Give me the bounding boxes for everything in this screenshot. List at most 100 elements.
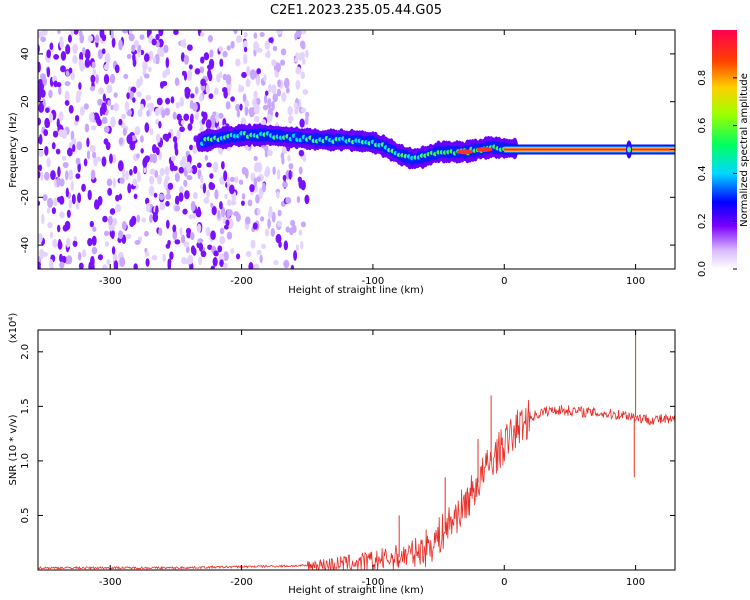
noise-blob: [267, 149, 273, 157]
noise-blob: [230, 199, 237, 206]
noise-blob: [200, 78, 206, 87]
noise-blob: [175, 101, 180, 109]
noise-blob: [197, 206, 201, 215]
noise-blob: [155, 133, 161, 143]
noise-blob: [263, 94, 268, 105]
noise-blob: [84, 123, 90, 133]
noise-blob: [110, 224, 115, 233]
noise-blob: [243, 46, 248, 53]
noise-blob: [165, 200, 170, 207]
colorbar-tick-label: 0.6: [697, 118, 708, 134]
noise-blob: [199, 66, 205, 74]
noise-blob: [297, 176, 302, 183]
noise-blob: [152, 56, 157, 64]
noise-blob: [240, 200, 245, 206]
noise-blob: [190, 93, 195, 99]
noise-blob: [60, 65, 66, 73]
noise-blob: [215, 112, 219, 124]
noise-blob: [208, 93, 214, 100]
noise-blob: [145, 258, 150, 267]
noise-blob: [219, 58, 224, 67]
noise-blob: [208, 58, 215, 70]
chart-title: C2E1.2023.235.05.44.G05: [270, 3, 442, 18]
noise-blob: [51, 207, 57, 215]
noise-blob: [167, 132, 172, 139]
noise-blob: [271, 211, 276, 223]
noise-blob: [202, 183, 207, 194]
noise-blob: [200, 31, 205, 37]
noise-blob: [73, 235, 77, 242]
noise-blob: [103, 230, 110, 237]
noise-blob: [44, 117, 50, 129]
noise-blob: [217, 209, 221, 220]
noise-blob: [285, 226, 290, 233]
noise-blob: [192, 191, 198, 200]
noise-blob: [165, 243, 171, 249]
snr-xtick-label: 0: [501, 577, 507, 588]
noise-blob: [266, 113, 273, 123]
noise-blob: [118, 39, 123, 51]
snr-panel: -300 -200 -100 0 100 0.5 1.0 1.5 2.0 Height of s…: [8, 313, 676, 596]
noise-blob: [246, 66, 251, 77]
noise-blob: [155, 205, 159, 215]
noise-blob: [159, 167, 165, 177]
noise-blob: [143, 73, 150, 79]
noise-blob: [105, 141, 111, 151]
noise-blob: [47, 221, 53, 229]
noise-blob: [200, 56, 205, 64]
noise-blob: [64, 220, 71, 231]
colorbar-label: Normalized spectral amplitude: [739, 73, 750, 227]
noise-blob: [285, 87, 290, 94]
noise-blob: [204, 154, 209, 161]
noise-blob: [253, 155, 258, 162]
noise-blob: [203, 52, 210, 61]
carrier-glitch-core: [627, 146, 632, 153]
noise-blob: [280, 152, 285, 160]
noise-blob: [295, 79, 301, 90]
noise-blob: [272, 93, 278, 103]
colorbar-gradient: [712, 30, 737, 269]
noise-blob: [180, 119, 185, 126]
noise-blob: [183, 113, 190, 121]
noise-blob: [225, 74, 232, 85]
noise-blob: [75, 157, 81, 165]
noise-blob: [49, 231, 54, 239]
noise-blob: [187, 254, 194, 265]
snr-ylabel: SNR (10 * v/v): [8, 414, 19, 485]
spectrogram-ytick-label: 0: [20, 146, 31, 152]
noise-blob: [185, 227, 192, 235]
noise-blob: [159, 202, 166, 211]
noise-blob: [295, 66, 302, 75]
noise-blob: [79, 51, 84, 62]
noise-blob: [290, 219, 296, 227]
noise-blob: [192, 213, 196, 220]
noise-blob: [259, 254, 263, 264]
noise-blob: [133, 165, 138, 174]
noise-blob: [183, 54, 189, 65]
noise-blob: [206, 162, 212, 168]
noise-blob: [53, 80, 58, 88]
noise-blob: [172, 111, 177, 120]
noise-blob: [60, 51, 67, 61]
noise-blob: [226, 199, 232, 206]
noise-blob: [261, 243, 266, 249]
noise-blob: [103, 74, 110, 85]
noise-blob: [226, 45, 231, 51]
noise-blob: [277, 220, 283, 228]
noise-blob: [230, 40, 235, 49]
noise-blob: [186, 175, 193, 181]
noise-blob: [59, 211, 65, 219]
noise-blob: [243, 53, 248, 65]
noise-blob: [212, 257, 218, 267]
noise-blob: [179, 227, 183, 236]
noise-blob: [271, 100, 275, 111]
noise-blob: [38, 200, 41, 206]
noise-blob: [236, 110, 241, 118]
noise-blob: [42, 194, 48, 201]
noise-blob: [47, 197, 54, 209]
noise-blob: [82, 47, 86, 56]
noise-blob: [115, 203, 121, 213]
noise-blob: [155, 33, 160, 41]
noise-blob: [88, 261, 92, 269]
noise-blob: [141, 217, 146, 223]
